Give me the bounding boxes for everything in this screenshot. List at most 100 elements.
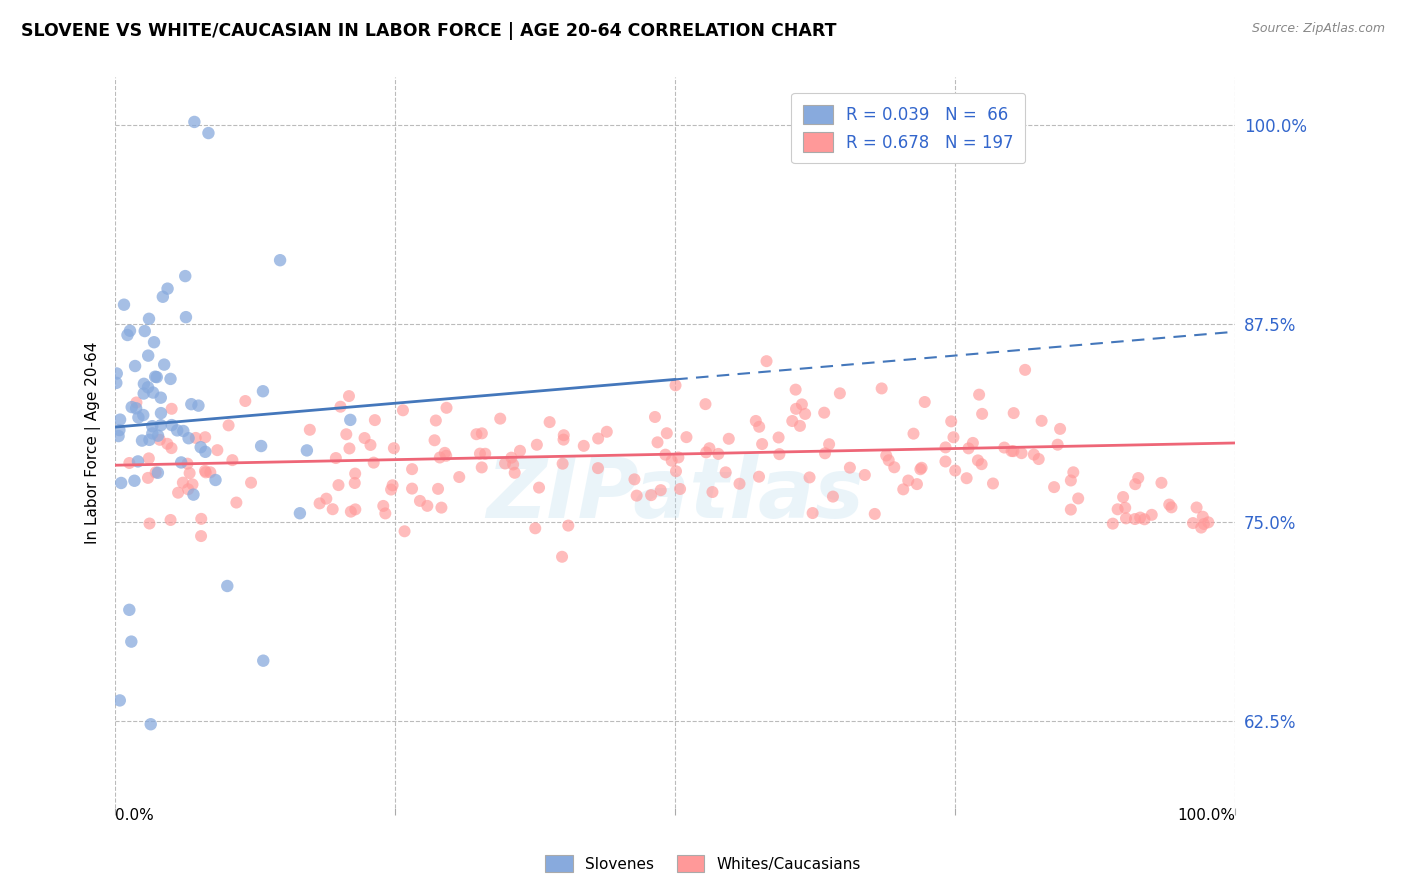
Point	[748, 469, 770, 483]
Point	[993, 441, 1015, 455]
Point	[814, 446, 837, 460]
Point	[785, 383, 807, 397]
Point	[416, 499, 439, 513]
Point	[430, 500, 453, 515]
Point	[434, 449, 457, 463]
Point	[218, 418, 240, 433]
Point	[325, 451, 347, 466]
Point	[409, 494, 432, 508]
Point	[745, 414, 768, 428]
Point	[626, 489, 648, 503]
Point	[401, 482, 423, 496]
Point	[153, 358, 176, 372]
Point	[425, 413, 447, 427]
Point	[108, 412, 131, 426]
Point	[838, 460, 860, 475]
Point	[177, 431, 200, 445]
Point	[586, 432, 609, 446]
Point	[801, 506, 824, 520]
Point	[394, 524, 416, 539]
Point	[870, 381, 893, 395]
Point	[118, 456, 141, 470]
Point	[1060, 502, 1083, 516]
Point	[1123, 477, 1146, 491]
Point	[1185, 500, 1208, 515]
Point	[644, 409, 666, 424]
Point	[596, 425, 619, 439]
Point	[471, 460, 494, 475]
Point	[315, 491, 337, 506]
Point	[240, 475, 263, 490]
Point	[509, 443, 531, 458]
Point	[136, 380, 159, 394]
Point	[194, 464, 217, 478]
Point	[853, 467, 876, 482]
Point	[1140, 508, 1163, 522]
Text: 100.0%: 100.0%	[1177, 808, 1236, 823]
Point	[138, 433, 160, 447]
Point	[181, 477, 204, 491]
Legend: Slovenes, Whites/Caucasians: Slovenes, Whites/Caucasians	[537, 847, 869, 880]
Point	[194, 466, 217, 480]
Point	[124, 474, 146, 488]
Point	[669, 482, 692, 496]
Point	[207, 443, 229, 458]
Point	[903, 426, 925, 441]
Point	[1000, 444, 1022, 458]
Point	[970, 457, 993, 471]
Point	[120, 634, 142, 648]
Point	[972, 407, 994, 421]
Point	[905, 477, 928, 491]
Point	[141, 419, 163, 434]
Point	[146, 428, 169, 442]
Point	[112, 298, 135, 312]
Point	[132, 376, 155, 391]
Point	[755, 354, 778, 368]
Point	[728, 476, 751, 491]
Point	[364, 413, 387, 427]
Point	[174, 269, 197, 284]
Point	[1191, 509, 1213, 524]
Point	[1101, 516, 1123, 531]
Point	[527, 481, 550, 495]
Point	[1046, 438, 1069, 452]
Point	[141, 426, 163, 441]
Point	[551, 549, 574, 564]
Point	[149, 433, 172, 447]
Point	[180, 397, 202, 411]
Point	[572, 439, 595, 453]
Point	[252, 654, 274, 668]
Point	[623, 472, 645, 486]
Point	[828, 386, 851, 401]
Point	[427, 482, 450, 496]
Point	[551, 457, 574, 471]
Point	[468, 447, 491, 461]
Point	[717, 432, 740, 446]
Point	[159, 513, 181, 527]
Point	[962, 436, 984, 450]
Point	[941, 414, 963, 428]
Point	[474, 447, 496, 461]
Point	[751, 437, 773, 451]
Point	[557, 518, 579, 533]
Point	[877, 453, 900, 467]
Point	[328, 478, 350, 492]
Point	[780, 414, 803, 428]
Point	[108, 423, 131, 437]
Point	[429, 450, 451, 465]
Point	[502, 458, 524, 472]
Point	[943, 464, 966, 478]
Point	[125, 395, 148, 409]
Point	[190, 440, 212, 454]
Point	[1002, 406, 1025, 420]
Point	[1049, 422, 1071, 436]
Point	[935, 441, 957, 455]
Point	[967, 453, 990, 467]
Point	[1112, 490, 1135, 504]
Point	[132, 408, 155, 422]
Point	[914, 395, 936, 409]
Point	[288, 506, 311, 520]
Point	[1028, 452, 1050, 467]
Point	[1043, 480, 1066, 494]
Point	[813, 406, 835, 420]
